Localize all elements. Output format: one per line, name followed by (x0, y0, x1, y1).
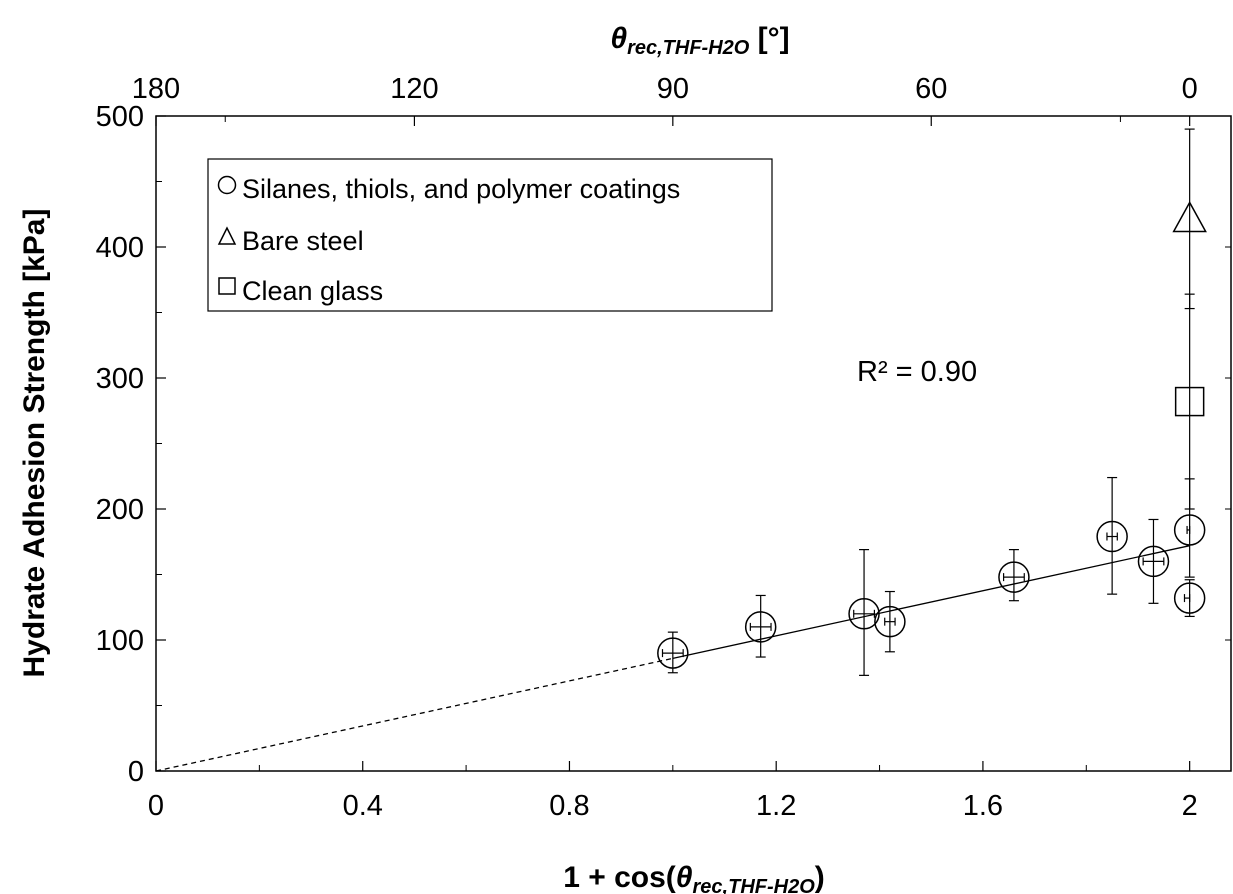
top-x-tick-label: 180 (132, 73, 180, 105)
circle-data-point (1173, 514, 1206, 546)
x-tick-label: 1.2 (756, 790, 796, 822)
legend-label-bare-steel: Bare steel (242, 226, 364, 256)
y-tick-label: 400 (96, 232, 144, 264)
y-tick-label: 100 (96, 625, 144, 657)
y-tick-label: 500 (96, 101, 144, 133)
top-x-tick-label: 0 (1182, 73, 1198, 105)
circle-data-point (1096, 520, 1128, 553)
circle-data-point (874, 605, 906, 638)
r-squared-annotation: R² = 0.90 (857, 356, 977, 388)
circle-data-point (848, 598, 880, 630)
legend-label-coatings: Silanes, thiols, and polymer coatings (242, 174, 680, 204)
top-x-tick-label: 90 (657, 73, 689, 105)
data-points (657, 128, 1207, 676)
x-axis-title: 1 + cos(θrec,THF-H2O) (563, 861, 825, 894)
y-axis-title: Hydrate Adhesion Strength [kPa] (18, 209, 51, 678)
top-x-tick-label: 120 (390, 73, 438, 105)
top-x-tick-label: 60 (915, 73, 947, 105)
x-tick-labels: 0 0.4 0.8 1.2 1.6 2 (148, 790, 1198, 822)
legend-circle-marker (217, 175, 237, 195)
x-tick-label: 0 (148, 790, 164, 822)
legend-box (207, 158, 773, 312)
extrapolation-line (155, 657, 673, 772)
square-data-point (1174, 386, 1205, 417)
y-tick-label: 300 (96, 363, 144, 395)
y-tick-label: 0 (128, 756, 144, 788)
legend-square-marker (218, 277, 236, 295)
circle-data-point (1173, 582, 1206, 614)
legend-label-clean-glass: Clean glass (242, 276, 383, 306)
circle-data-point (657, 637, 689, 669)
x-tick-label: 0.8 (549, 790, 589, 822)
legend-triangle-marker (217, 226, 237, 245)
circle-data-point (1137, 545, 1170, 578)
y-tick-label: 200 (96, 494, 144, 526)
fit-line (672, 545, 1190, 659)
top-x-tick-labels: 180 120 90 60 0 (132, 73, 1198, 105)
triangle-data-point (1172, 200, 1207, 233)
legend: Silanes, thiols, and polymer coatings Ba… (207, 158, 773, 312)
x-tick-label: 1.6 (963, 790, 1003, 822)
top-x-axis-title: θrec,THF-H2O [°] (610, 22, 789, 59)
y-tick-labels: 0 100 200 300 400 500 (96, 101, 144, 788)
x-tick-label: 0.4 (343, 790, 383, 822)
circle-data-point (744, 611, 777, 643)
circle-data-point (998, 561, 1030, 593)
x-tick-label: 2 (1182, 790, 1198, 822)
